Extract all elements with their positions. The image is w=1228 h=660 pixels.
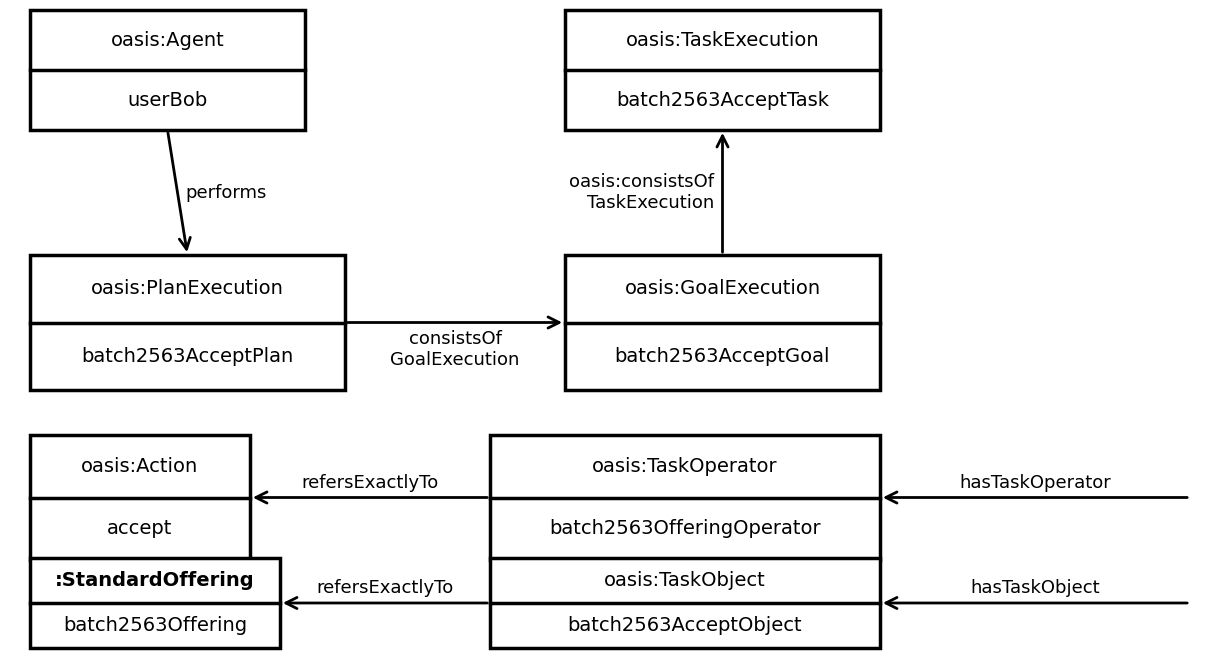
- Text: batch2563Offering: batch2563Offering: [63, 616, 247, 635]
- Text: oasis:TaskExecution: oasis:TaskExecution: [626, 30, 819, 50]
- Bar: [29, 10, 305, 130]
- Text: oasis:PlanExecution: oasis:PlanExecution: [91, 279, 284, 298]
- Text: oasis:TaskObject: oasis:TaskObject: [604, 571, 766, 590]
- Text: batch2563AcceptObject: batch2563AcceptObject: [567, 616, 802, 635]
- Text: hasTaskOperator: hasTaskOperator: [959, 473, 1111, 492]
- Bar: [490, 435, 880, 560]
- Text: oasis:GoalExecution: oasis:GoalExecution: [624, 279, 820, 298]
- Text: consistsOf
GoalExecution: consistsOf GoalExecution: [391, 331, 519, 370]
- Bar: [565, 10, 880, 130]
- Text: refersExactlyTo: refersExactlyTo: [301, 473, 438, 492]
- Text: batch2563AcceptGoal: batch2563AcceptGoal: [615, 346, 830, 366]
- Text: performs: performs: [185, 183, 266, 201]
- Text: hasTaskObject: hasTaskObject: [970, 579, 1100, 597]
- Text: oasis:TaskOperator: oasis:TaskOperator: [592, 457, 777, 476]
- Text: :StandardOffering: :StandardOffering: [55, 571, 255, 590]
- Bar: [565, 255, 880, 390]
- Text: oasis:consistsOf
TaskExecution: oasis:consistsOf TaskExecution: [570, 173, 715, 212]
- Text: refersExactlyTo: refersExactlyTo: [317, 579, 453, 597]
- Text: oasis:Agent: oasis:Agent: [111, 30, 225, 50]
- Text: oasis:Action: oasis:Action: [81, 457, 199, 476]
- Text: accept: accept: [107, 519, 173, 539]
- Text: batch2563AcceptTask: batch2563AcceptTask: [616, 90, 829, 110]
- Text: batch2563AcceptPlan: batch2563AcceptPlan: [81, 346, 293, 366]
- Bar: [29, 255, 345, 390]
- Bar: [490, 558, 880, 648]
- Text: userBob: userBob: [128, 90, 208, 110]
- Text: batch2563OfferingOperator: batch2563OfferingOperator: [549, 519, 820, 539]
- Bar: [29, 558, 280, 648]
- Bar: [29, 435, 251, 560]
